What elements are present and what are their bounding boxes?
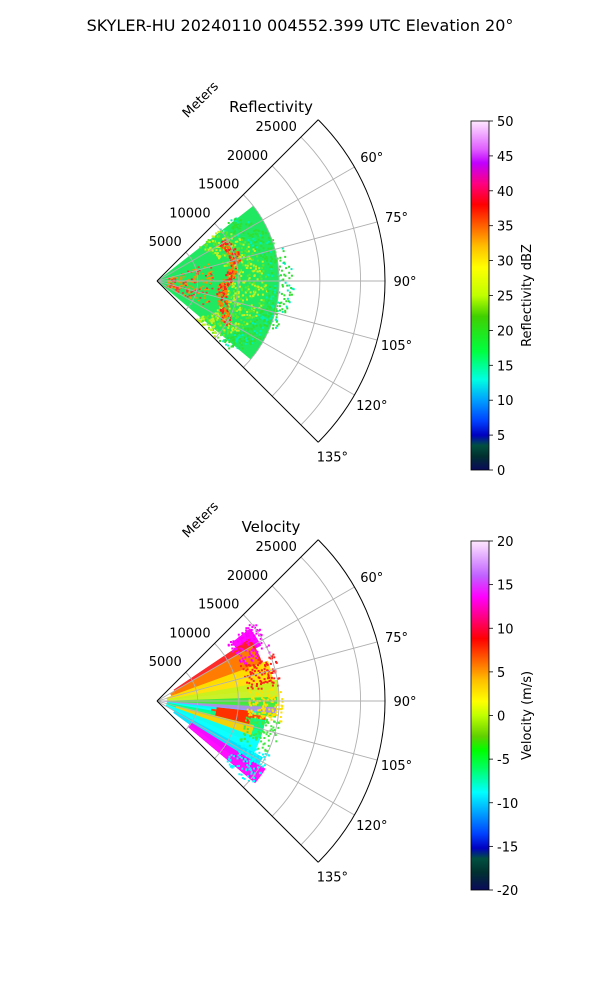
chart-title: Reflectivity	[229, 98, 313, 116]
angle-tick-label: 105°	[381, 759, 412, 774]
colorbar-tick-label: 45	[497, 150, 514, 165]
colorbar-label: Velocity (m/s)	[520, 671, 535, 760]
outer-arc	[317, 119, 386, 443]
colorbar-tick-label: 15	[497, 579, 514, 594]
angle-tick-label: 75°	[385, 631, 408, 646]
polar-frame	[156, 539, 386, 863]
radial-tick-label: 25000	[256, 120, 297, 135]
colorbar-label: Reflectivity dBZ	[520, 244, 535, 347]
velocity-panel: Velocity 5000 10000 15000 20000 25000 Meters 60…	[149, 499, 535, 899]
radial-tick-label: 20000	[227, 569, 268, 584]
outer-arc	[317, 539, 386, 863]
colorbar-tick-label: 20	[497, 324, 514, 339]
reflectivity-panel: Reflectivity 5000 10000 15000 20000 25000 Mete…	[149, 79, 535, 479]
chart-title: Velocity	[242, 518, 301, 536]
colorbar-tick-label: -20	[497, 884, 518, 899]
angular-gridline	[156, 166, 355, 282]
echo-field	[162, 624, 284, 784]
angle-tick-label: 135°	[317, 450, 348, 465]
radial-tick-label: 5000	[149, 655, 182, 670]
colorbar-tick-label: -15	[497, 840, 518, 855]
angle-tick-label: 90°	[393, 275, 416, 290]
sector-edge	[156, 119, 319, 282]
angle-tick-label: 60°	[360, 151, 383, 166]
colorbar: 0 5 10 15 20 25 30 35 40 45 50 Reflectivity dBZ	[470, 115, 535, 479]
radial-tick-label: 10000	[169, 626, 210, 641]
radial-axis-label: Meters	[180, 79, 222, 121]
colorbar-tick-label: 30	[497, 255, 514, 270]
radial-tick-label: 25000	[256, 540, 297, 555]
velocity-band	[165, 704, 261, 756]
colorbar-tick-label: 35	[497, 220, 514, 235]
sector-edge	[156, 280, 319, 443]
velocity-band	[215, 707, 252, 724]
colorbar-tick-label: -5	[497, 753, 510, 768]
radial-tick-label: 15000	[198, 178, 239, 193]
colorbar-tick-label: 0	[497, 710, 505, 725]
angle-tick-label: 135°	[317, 870, 348, 885]
echo-field	[157, 205, 295, 360]
angular-gridline	[156, 700, 355, 816]
colorbar-tick-label: 20	[497, 535, 514, 550]
angular-gridline	[156, 280, 355, 396]
colorbar-scale	[470, 540, 490, 891]
angle-tick-label: 90°	[393, 695, 416, 710]
angle-tick-label: 120°	[356, 399, 387, 414]
radial-axis-label: Meters	[180, 499, 222, 541]
figure-suptitle: SKYLER-HU 20240110 004552.399 UTC Elevat…	[86, 16, 514, 35]
angle-tick-label: 75°	[385, 211, 408, 226]
polar-grid	[156, 136, 385, 426]
velocity-band	[187, 722, 266, 784]
velocity-band	[170, 646, 263, 697]
colorbar-tick-label: 25	[497, 290, 514, 305]
angular-gridline	[156, 700, 378, 761]
angle-tick-label: 105°	[381, 339, 412, 354]
colorbar-tick-label: -10	[497, 797, 518, 812]
polar-grid	[156, 556, 385, 846]
sector-edge	[156, 700, 319, 863]
colorbar-tick-label: 5	[497, 429, 505, 444]
angular-gridline	[156, 221, 378, 282]
radial-tick-label: 20000	[227, 149, 268, 164]
colorbar-tick-label: 10	[497, 622, 514, 637]
colorbar: -20 -15 -10 -5 0 5 10 15 20 Velocity (m/s)	[470, 535, 535, 899]
colorbar-tick-label: 50	[497, 115, 514, 130]
radial-tick-label: 10000	[169, 206, 210, 221]
colorbar-tick-label: 10	[497, 394, 514, 409]
colorbar-tick-label: 0	[497, 464, 505, 479]
radial-tick-label: 15000	[198, 598, 239, 613]
polar-frame	[156, 119, 386, 443]
sector-edge	[156, 539, 319, 702]
colorbar-tick-label: 40	[497, 185, 514, 200]
angle-tick-label: 120°	[356, 819, 387, 834]
colorbar-tick-label: 5	[497, 666, 505, 681]
angular-gridline	[156, 280, 378, 341]
colorbar-tick-label: 15	[497, 359, 514, 374]
angular-gridline	[156, 586, 355, 702]
colorbar-scale	[470, 120, 490, 471]
angular-gridline	[156, 641, 378, 702]
radial-tick-label: 5000	[149, 235, 182, 250]
angle-tick-label: 60°	[360, 571, 383, 586]
